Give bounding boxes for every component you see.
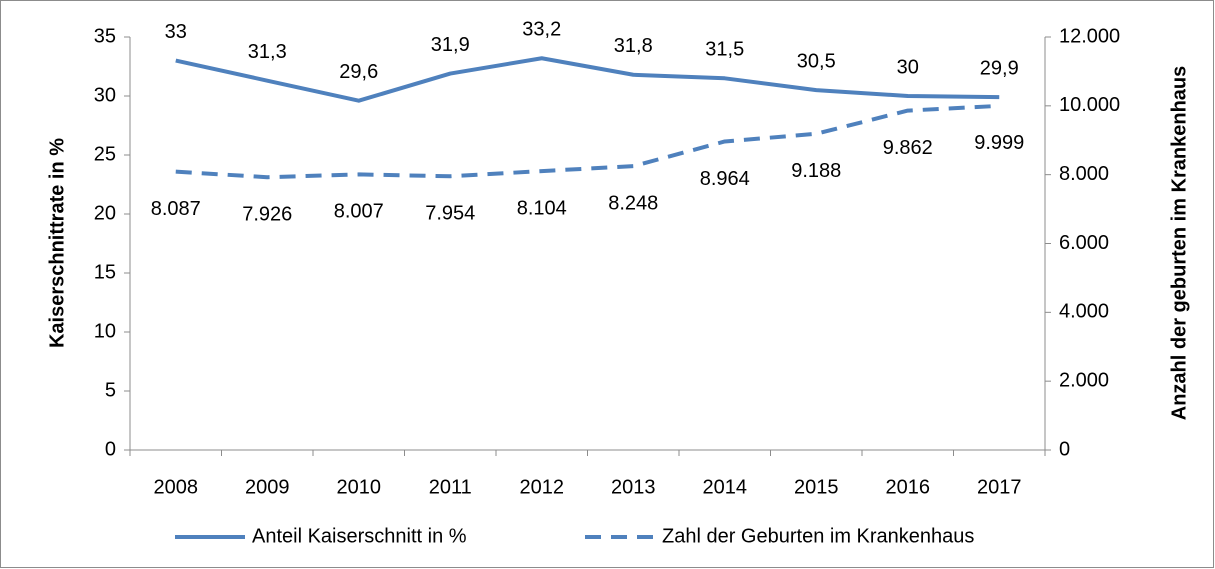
x-tick-label: 2015: [794, 476, 839, 498]
data-label: 8.104: [517, 197, 567, 219]
data-label: 30,5: [797, 50, 836, 72]
y2-tick-label: 12.000: [1059, 25, 1120, 47]
x-tick-label: 2016: [886, 476, 931, 498]
y-tick-label: 10: [94, 320, 116, 342]
series-line: [175, 103, 1000, 180]
data-label: 7.954: [425, 203, 475, 225]
data-label: 8.248: [608, 192, 658, 214]
y2-tick-label: 4.000: [1059, 301, 1109, 323]
y2-tick-label: 8.000: [1059, 163, 1109, 185]
data-label: 9.188: [791, 160, 841, 182]
y-tick-label: 15: [94, 261, 116, 283]
data-label: 31,8: [614, 35, 653, 57]
series-line: [175, 56, 1000, 103]
y-axis-title: Kaiserschnittrate in %: [46, 138, 68, 348]
x-tick-label: 2009: [245, 476, 290, 498]
y2-axis-title: Anzahl der geburten im Krankenhaus: [1168, 66, 1190, 421]
x-tick-label: 2008: [154, 476, 199, 498]
data-label: 31,5: [705, 39, 744, 61]
x-tick-label: 2017: [977, 476, 1022, 498]
data-label: 30: [897, 56, 919, 78]
data-label: 29,6: [339, 61, 378, 83]
x-tick-label: 2011: [429, 476, 472, 498]
y-tick-label: 30: [94, 84, 116, 106]
data-label: 33,2: [522, 19, 561, 41]
y2-tick-label: 0: [1059, 438, 1070, 460]
data-label: 33: [165, 21, 187, 43]
y-tick-label: 25: [94, 143, 116, 165]
data-label: 8.087: [151, 198, 201, 220]
data-label: 7.926: [242, 203, 292, 225]
data-label: 8.964: [700, 168, 750, 190]
y2-tick-label: 6.000: [1059, 232, 1109, 254]
legend-label: Anteil Kaiserschnitt in %: [252, 525, 467, 547]
x-tick-label: 2013: [611, 476, 656, 498]
y-tick-label: 35: [94, 25, 116, 47]
data-label: 31,9: [431, 34, 470, 56]
y-tick-label: 0: [105, 438, 116, 460]
x-tick-label: 2014: [703, 476, 748, 498]
data-label: 8.007: [334, 201, 384, 223]
x-tick-label: 2012: [520, 476, 565, 498]
data-label: 9.862: [883, 137, 933, 159]
data-label: 9.999: [974, 132, 1024, 154]
data-label: 29,9: [980, 57, 1019, 79]
y-tick-label: 20: [94, 202, 116, 224]
y-tick-label: 5: [105, 379, 116, 401]
y2-tick-label: 2.000: [1059, 369, 1109, 391]
y2-tick-label: 10.000: [1059, 94, 1120, 116]
x-tick-label: 2010: [337, 476, 382, 498]
data-label: 31,3: [248, 41, 287, 63]
legend-label: Zahl der Geburten im Krankenhaus: [662, 525, 974, 547]
